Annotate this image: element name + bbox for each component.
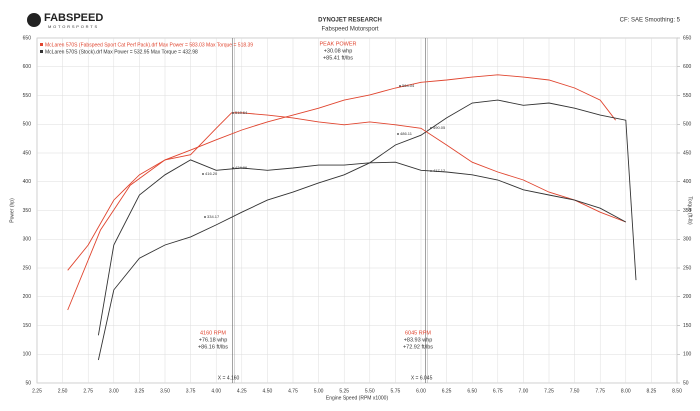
x-tick-label: 8.50 <box>672 388 682 394</box>
annotation: 4160 RPM <box>200 330 226 336</box>
x-tick-label: 6.75 <box>493 388 503 394</box>
point-label: 486.11 <box>400 131 413 136</box>
annotation: 6045 RPM <box>405 330 431 336</box>
series-line <box>67 112 626 271</box>
point-dot <box>202 173 204 175</box>
series-line <box>97 159 627 336</box>
annotation: +85.41 ft/lbs <box>323 55 353 61</box>
x-tick-label: 5.00 <box>314 388 324 394</box>
x-tick-label: 5.50 <box>365 388 375 394</box>
subtitle: Fabspeed Motorsport <box>321 27 378 33</box>
x-tick-label: 5.75 <box>391 388 401 394</box>
annotation: PEAK POWER <box>320 41 357 47</box>
legend-entry: McLaren 570S (Stock).drf Max Power = 532… <box>45 49 198 55</box>
point-dot <box>430 170 432 172</box>
y-tick-label: 200 <box>23 294 32 300</box>
x-tick-label: 8.25 <box>647 388 657 394</box>
series-line <box>67 74 616 311</box>
x-tick-label: 3.50 <box>160 388 170 394</box>
y2-tick-label: 450 <box>683 150 692 156</box>
y-tick-label: 250 <box>23 265 32 271</box>
annotation: +72.92 ft/lbs <box>403 344 433 350</box>
x-tick-label: 5.25 <box>339 388 349 394</box>
legend-swatch <box>40 50 43 53</box>
annotation: +30.08 whp <box>324 48 353 54</box>
point-dot <box>232 167 234 169</box>
y2-tick-label: 350 <box>683 208 692 214</box>
annotation: +86.16 ft/lbs <box>198 344 228 350</box>
y-tick-label: 400 <box>23 179 32 185</box>
legend-entry: McLaren 570S (Fabspeed Sport Cat Perf Pa… <box>45 42 253 48</box>
x-tick-label: 4.50 <box>263 388 273 394</box>
x-tick-label: 7.75 <box>595 388 605 394</box>
y-tick-label: 650 <box>23 35 32 41</box>
y-tick-label: 550 <box>23 93 32 99</box>
y2-tick-label: 150 <box>683 323 692 329</box>
point-dot <box>430 127 432 129</box>
x-tick-label: 6.25 <box>442 388 452 394</box>
point-dot <box>399 85 401 87</box>
point-label: 416.20 <box>205 171 218 176</box>
x-tick-label: 2.50 <box>58 388 68 394</box>
y-tick-label: 350 <box>23 208 32 214</box>
title: DYNOJET RESEARCH <box>318 18 382 24</box>
x-tick-label: 6.00 <box>416 388 426 394</box>
x-tick-label: 4.25 <box>237 388 247 394</box>
x-tick-label: 7.25 <box>544 388 554 394</box>
legend-swatch <box>40 43 43 46</box>
y-axis-label: Power (hp) <box>9 198 15 223</box>
y2-tick-label: 100 <box>683 352 692 358</box>
settings: CF: SAE Smoothing: 5 <box>620 18 681 24</box>
cursor-label: X = 6.045 <box>411 375 433 381</box>
x-tick-label: 2.75 <box>83 388 93 394</box>
logo-emblem <box>27 13 41 27</box>
x-tick-label: 6.50 <box>467 388 477 394</box>
y-tick-label: 450 <box>23 150 32 156</box>
point-dot <box>204 216 206 218</box>
annotation: +83.93 whp <box>404 337 433 343</box>
point-label: 490.05 <box>433 125 446 130</box>
x-tick-label: 7.50 <box>570 388 580 394</box>
brand: FABSPEED <box>44 12 103 24</box>
y2-tick-label: 650 <box>683 35 692 41</box>
annotation: +76.18 whp <box>199 337 228 343</box>
y2-tick-label: 550 <box>683 93 692 99</box>
x-tick-label: 4.00 <box>211 388 221 394</box>
x-tick-label: 3.25 <box>135 388 145 394</box>
point-dot <box>232 112 234 114</box>
point-label: 564.04 <box>402 83 415 88</box>
y2-axis-label: Torque (ft-lb) <box>687 196 693 225</box>
point-dot <box>397 133 399 135</box>
y2-tick-label: 50 <box>683 380 689 386</box>
brand-sub: MOTORSPORTS <box>48 24 99 29</box>
x-tick-label: 3.75 <box>186 388 196 394</box>
y2-tick-label: 500 <box>683 122 692 128</box>
y-tick-label: 500 <box>23 122 32 128</box>
point-label: 424.96 <box>235 165 248 170</box>
y2-tick-label: 200 <box>683 294 692 300</box>
y2-tick-label: 250 <box>683 265 692 271</box>
cursor-label: X = 4.160 <box>218 375 240 381</box>
point-label: 334.17 <box>207 214 220 219</box>
x-tick-label: 8.00 <box>621 388 631 394</box>
y2-tick-label: 400 <box>683 179 692 185</box>
y-tick-label: 150 <box>23 323 32 329</box>
y-tick-label: 600 <box>23 64 32 70</box>
y-tick-label: 100 <box>23 352 32 358</box>
x-tick-label: 4.75 <box>288 388 298 394</box>
x-tick-label: 7.00 <box>519 388 529 394</box>
x-axis-label: Engine Speed (RPM x1000) <box>326 395 389 401</box>
y2-tick-label: 300 <box>683 237 692 243</box>
y2-tick-label: 600 <box>683 64 692 70</box>
x-tick-label: 3.00 <box>109 388 119 394</box>
y-tick-label: 300 <box>23 237 32 243</box>
y-tick-label: 50 <box>25 380 31 386</box>
x-tick-label: 2.25 <box>32 388 42 394</box>
point-label: 518.64 <box>235 110 248 115</box>
point-label: 417.12 <box>433 168 446 173</box>
